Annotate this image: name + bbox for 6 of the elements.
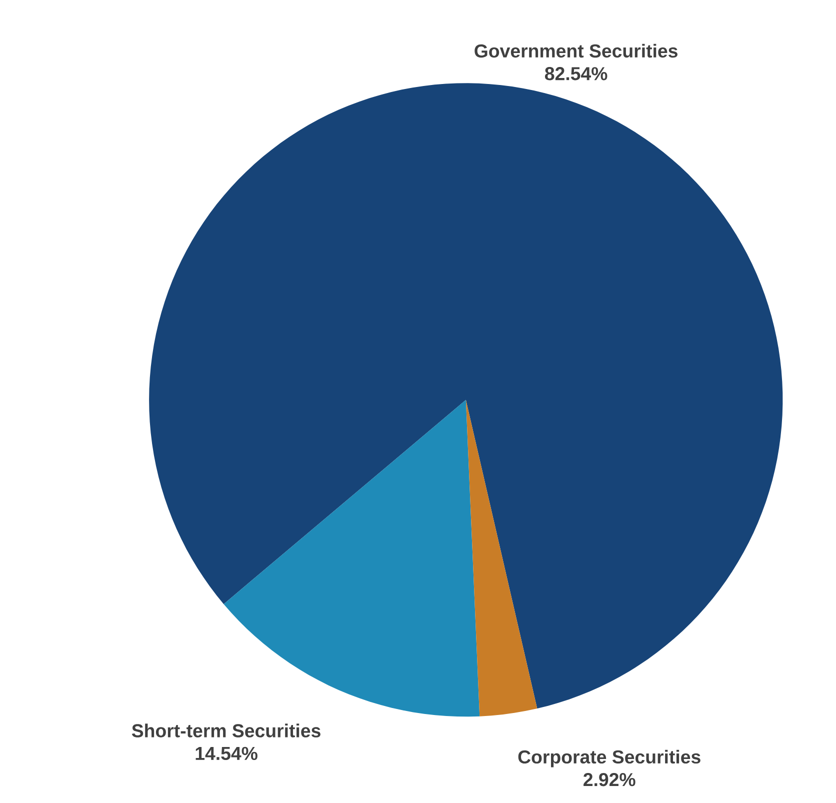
data-label: 14.54% <box>196 747 258 760</box>
slice-label: Short-term Securities <box>132 724 320 738</box>
slice-label: Government Securities <box>474 44 678 58</box>
slice-label: Corporate Securities <box>518 750 700 768</box>
data-label: 2.92% <box>584 773 636 786</box>
data-label: 82.54% <box>544 67 608 80</box>
